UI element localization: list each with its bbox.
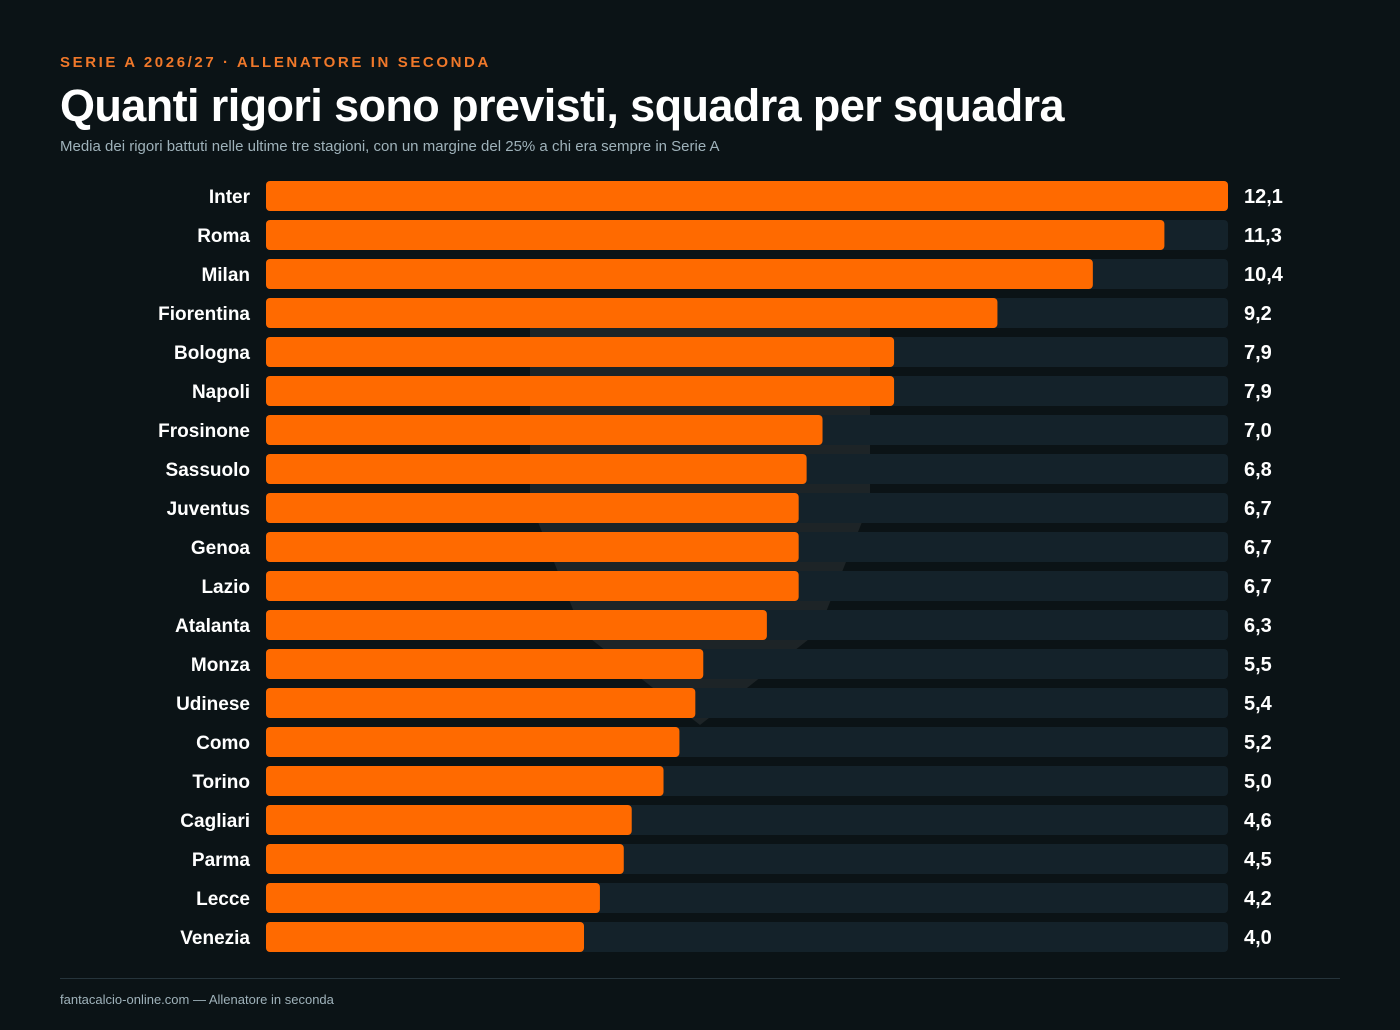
bar-fiorentina: [266, 298, 998, 328]
bar-row-torino: Torino 5,0: [192, 766, 1272, 796]
value-label-napoli: 7,9: [1244, 381, 1272, 403]
bar-juventus: [266, 493, 799, 523]
value-label-juventus: 6,7: [1244, 498, 1272, 520]
bar-row-udinese: Udinese 5,4: [176, 688, 1273, 718]
bar-row-frosinone: Frosinone 7,0: [158, 415, 1272, 445]
category-label-bologna: Bologna: [174, 343, 250, 364]
category-label-parma: Parma: [192, 850, 251, 871]
category-label-lazio: Lazio: [201, 577, 250, 598]
category-label-venezia: Venezia: [180, 928, 250, 949]
value-label-fiorentina: 9,2: [1244, 303, 1272, 325]
value-label-lecce: 4,2: [1244, 888, 1272, 910]
value-label-udinese: 5,4: [1244, 693, 1273, 715]
bar-frosinone: [266, 415, 823, 445]
value-label-inter: 12,1: [1244, 186, 1283, 208]
bar-inter: [266, 181, 1228, 211]
category-label-fiorentina: Fiorentina: [158, 304, 250, 325]
value-label-monza: 5,5: [1244, 654, 1272, 676]
bar-cagliari: [266, 805, 632, 835]
category-label-udinese: Udinese: [176, 694, 250, 715]
bar-sassuolo: [266, 454, 807, 484]
bar-row-cagliari: Cagliari 4,6: [180, 805, 1272, 835]
bar-row-inter: Inter 12,1: [209, 181, 1283, 211]
value-label-milan: 10,4: [1244, 264, 1284, 286]
bar-lecce: [266, 883, 600, 913]
value-label-sassuolo: 6,8: [1244, 459, 1272, 481]
bar-row-napoli: Napoli 7,9: [192, 376, 1272, 406]
bar-venezia: [266, 922, 585, 952]
category-label-torino: Torino: [192, 772, 250, 793]
bar-torino: [266, 766, 664, 796]
chart-title: Quanti rigori sono previsti, squadra per…: [60, 80, 1065, 131]
value-label-venezia: 4,0: [1244, 927, 1272, 949]
value-label-genoa: 6,7: [1244, 537, 1272, 559]
bar-milan: [266, 259, 1093, 289]
value-label-torino: 5,0: [1244, 771, 1272, 793]
value-label-lazio: 6,7: [1244, 576, 1272, 598]
category-label-atalanta: Atalanta: [175, 616, 250, 637]
bar-lazio: [266, 571, 799, 601]
bar-row-fiorentina: Fiorentina 9,2: [158, 298, 1272, 328]
bar-row-bologna: Bologna 7,9: [174, 337, 1272, 367]
bar-bologna: [266, 337, 895, 367]
bar-row-como: Como 5,2: [196, 727, 1272, 757]
category-label-genoa: Genoa: [191, 538, 251, 559]
category-label-napoli: Napoli: [192, 382, 250, 403]
bar-row-genoa: Genoa 6,7: [191, 532, 1272, 562]
bar-row-roma: Roma 11,3: [197, 220, 1282, 250]
category-label-juventus: Juventus: [167, 499, 250, 520]
category-label-monza: Monza: [191, 655, 251, 676]
footer-source: fantacalcio-online.com — Allenatore in s…: [60, 992, 334, 1007]
bar-row-sassuolo: Sassuolo 6,8: [166, 454, 1272, 484]
category-label-sassuolo: Sassuolo: [166, 460, 250, 481]
category-label-inter: Inter: [209, 187, 251, 208]
value-label-parma: 4,5: [1244, 849, 1272, 871]
bar-row-juventus: Juventus 6,7: [167, 493, 1272, 523]
bar-roma: [266, 220, 1165, 250]
category-label-frosinone: Frosinone: [158, 421, 250, 442]
footer-divider: [60, 978, 1340, 979]
value-label-frosinone: 7,0: [1244, 420, 1272, 442]
bar-udinese: [266, 688, 696, 718]
value-label-bologna: 7,9: [1244, 342, 1272, 364]
bar-napoli: [266, 376, 895, 406]
bar-row-milan: Milan 10,4: [201, 259, 1284, 289]
category-label-como: Como: [196, 733, 250, 754]
value-label-roma: 11,3: [1244, 225, 1282, 247]
bar-row-lazio: Lazio 6,7: [201, 571, 1272, 601]
category-label-cagliari: Cagliari: [180, 811, 250, 832]
value-label-como: 5,2: [1244, 732, 1272, 754]
bar-chart: Inter 12,1 Roma 11,3 Milan 10,4 Fiorentina 9,2 B…: [158, 181, 1284, 952]
bar-row-venezia: Venezia 4,0: [180, 922, 1272, 952]
bar-row-lecce: Lecce 4,2: [196, 883, 1272, 913]
chart-kicker: SERIE A 2026/27 · ALLENATORE IN SECONDA: [60, 54, 491, 71]
bar-row-atalanta: Atalanta 6,3: [175, 610, 1272, 640]
category-label-roma: Roma: [197, 226, 250, 247]
bar-como: [266, 727, 680, 757]
bar-row-parma: Parma 4,5: [192, 844, 1272, 874]
bar-rows: Inter 12,1 Roma 11,3 Milan 10,4 Fiorentina 9,2 B…: [158, 181, 1284, 952]
bar-row-monza: Monza 5,5: [191, 649, 1272, 679]
bar-genoa: [266, 532, 799, 562]
bar-monza: [266, 649, 704, 679]
chart-subtitle: Media dei rigori battuti nelle ultime tr…: [60, 138, 720, 155]
bar-atalanta: [266, 610, 767, 640]
value-label-cagliari: 4,6: [1244, 810, 1272, 832]
value-label-atalanta: 6,3: [1244, 615, 1272, 637]
bar-parma: [266, 844, 624, 874]
category-label-lecce: Lecce: [196, 889, 250, 910]
category-label-milan: Milan: [201, 265, 250, 286]
